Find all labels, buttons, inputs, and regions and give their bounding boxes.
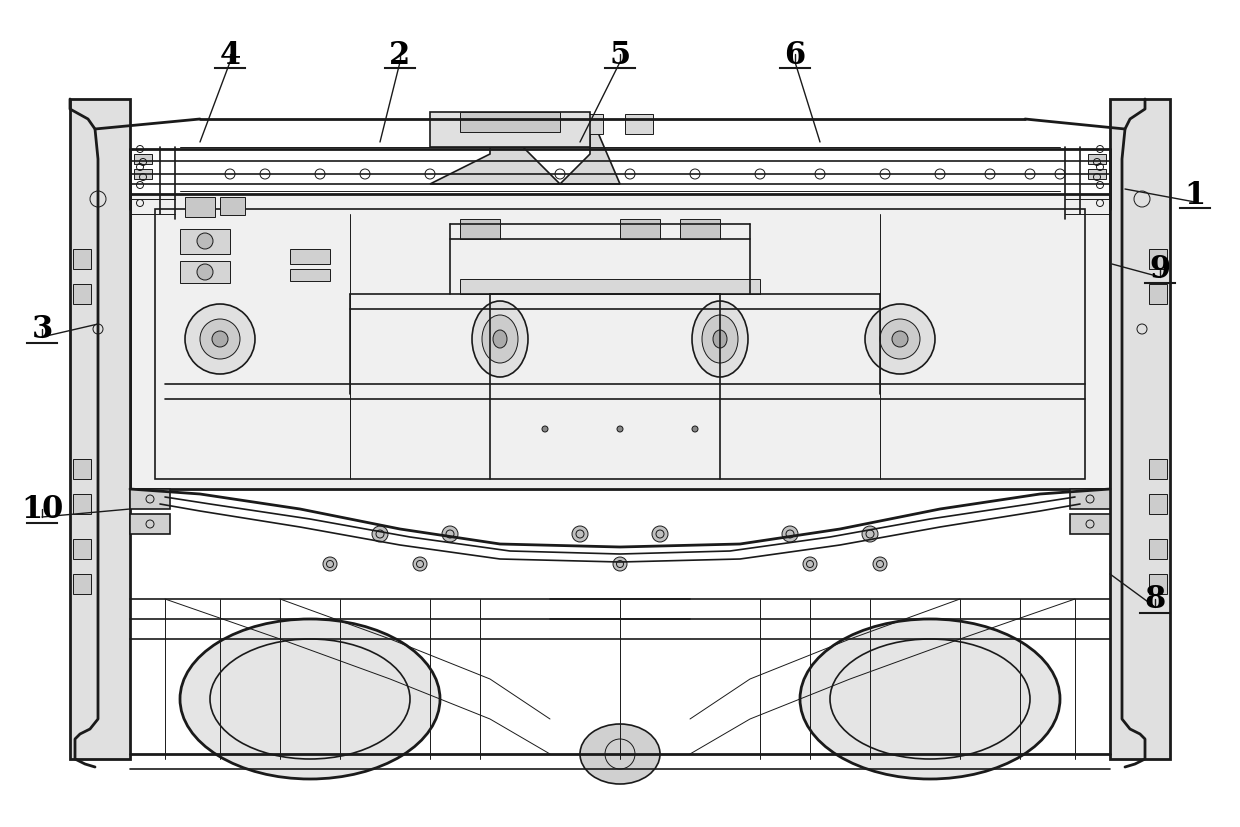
Bar (680, 220, 720, 240)
Text: 10: 10 (21, 494, 63, 525)
Polygon shape (130, 195, 1110, 490)
Circle shape (185, 304, 255, 375)
Bar (430, 112, 590, 148)
Ellipse shape (692, 302, 748, 378)
Bar (180, 230, 229, 255)
Bar (185, 198, 215, 218)
Bar (1149, 574, 1167, 595)
Text: 4: 4 (219, 40, 241, 70)
Text: 1: 1 (1184, 179, 1205, 210)
Ellipse shape (472, 302, 528, 378)
Bar (73, 250, 91, 270)
Ellipse shape (800, 619, 1060, 779)
Circle shape (692, 427, 698, 433)
Circle shape (613, 557, 627, 571)
Circle shape (542, 427, 548, 433)
Bar (134, 170, 153, 179)
Bar (460, 220, 500, 240)
Bar (73, 460, 91, 480)
Polygon shape (69, 100, 130, 759)
Bar (475, 115, 503, 135)
Bar (1149, 284, 1167, 304)
Circle shape (200, 319, 241, 360)
Ellipse shape (180, 619, 440, 779)
Ellipse shape (702, 316, 738, 364)
Bar (73, 539, 91, 559)
Circle shape (212, 332, 228, 347)
Bar (620, 220, 660, 240)
Bar (460, 112, 560, 133)
Bar (1087, 170, 1106, 179)
Bar (73, 284, 91, 304)
Bar (73, 495, 91, 514)
Circle shape (372, 526, 388, 543)
Text: 3: 3 (31, 314, 52, 345)
Circle shape (862, 526, 878, 543)
Bar (625, 115, 653, 135)
Polygon shape (1110, 100, 1171, 759)
Circle shape (782, 526, 799, 543)
Bar (1149, 460, 1167, 480)
Bar (1149, 495, 1167, 514)
Circle shape (572, 526, 588, 543)
Circle shape (322, 557, 337, 571)
Bar (460, 280, 760, 294)
Text: 6: 6 (785, 40, 806, 70)
Circle shape (866, 304, 935, 375)
Circle shape (413, 557, 427, 571)
Text: 8: 8 (1145, 584, 1166, 614)
Bar (130, 490, 170, 509)
Ellipse shape (713, 331, 727, 348)
Bar (1070, 514, 1110, 534)
Bar (1149, 250, 1167, 270)
Text: 9: 9 (1149, 254, 1171, 285)
Circle shape (804, 557, 817, 571)
Text: 2: 2 (389, 40, 410, 70)
Circle shape (892, 332, 908, 347)
Bar (290, 270, 330, 282)
Circle shape (618, 427, 622, 433)
Ellipse shape (482, 316, 518, 364)
Bar (1149, 539, 1167, 559)
Circle shape (873, 557, 887, 571)
Ellipse shape (580, 724, 660, 784)
Bar (219, 198, 246, 216)
Bar (130, 514, 170, 534)
Bar (180, 261, 229, 284)
Circle shape (441, 526, 458, 543)
Bar (134, 155, 153, 165)
Circle shape (652, 526, 668, 543)
Bar (525, 115, 553, 135)
Bar (1070, 490, 1110, 509)
Circle shape (880, 319, 920, 360)
Bar (575, 115, 603, 135)
Bar (73, 574, 91, 595)
Polygon shape (560, 115, 620, 184)
Bar (1087, 155, 1106, 165)
Circle shape (197, 234, 213, 250)
Bar (290, 250, 330, 265)
Ellipse shape (494, 331, 507, 348)
Text: 5: 5 (609, 40, 631, 70)
Polygon shape (430, 115, 560, 184)
Circle shape (197, 265, 213, 280)
